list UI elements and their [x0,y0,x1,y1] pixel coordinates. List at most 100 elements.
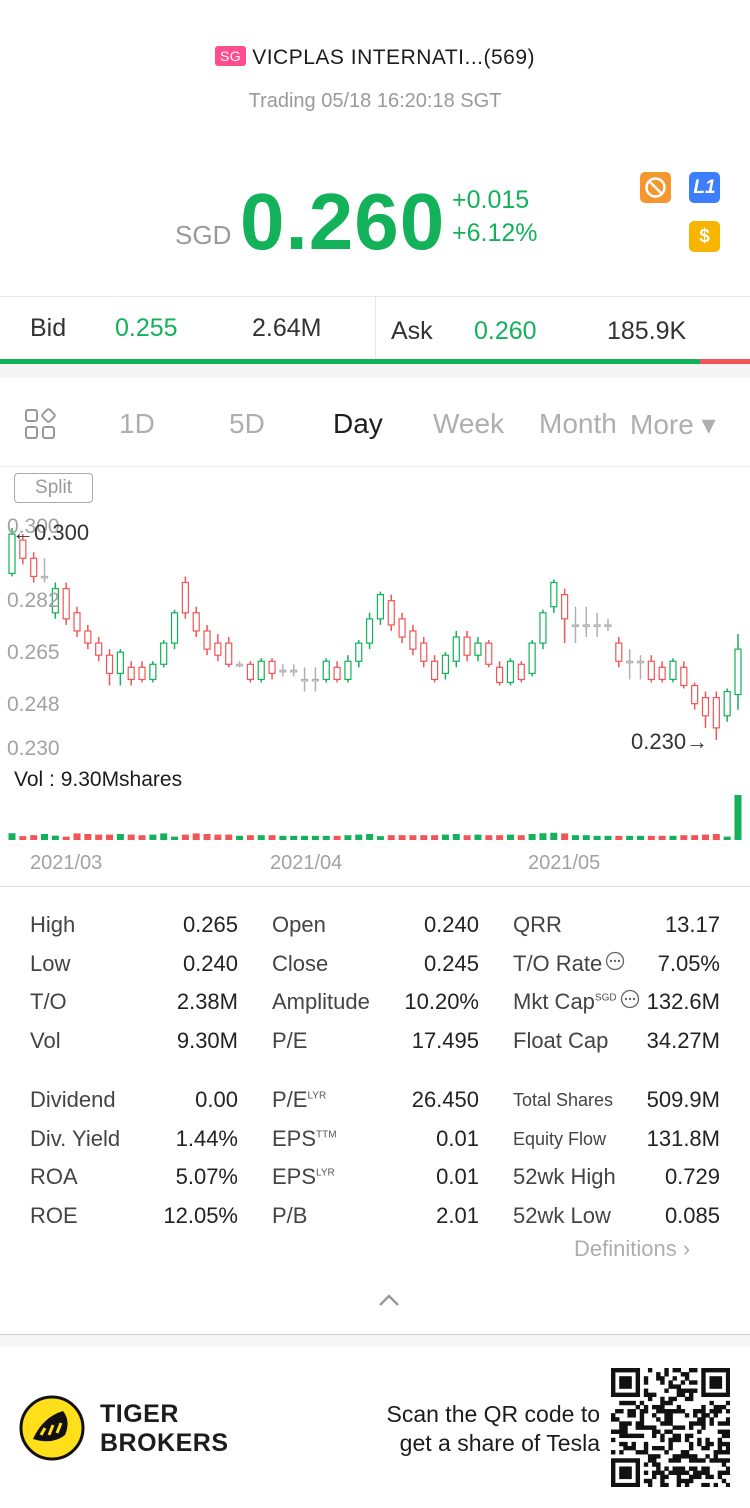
grid-icon[interactable] [24,408,56,445]
volume-bar [225,834,233,840]
qr-module [709,1417,714,1422]
qr-module [684,1482,690,1487]
qr-module [672,1458,677,1463]
qr-module [688,1392,694,1398]
dollar-icon[interactable]: $ [689,221,720,252]
qr-module [611,1466,616,1471]
candle-body [84,630,92,644]
qr-module [676,1458,682,1463]
volume-bar [539,833,547,840]
qr-module [656,1372,661,1377]
volume-bar [734,795,742,840]
qr-module [660,1376,665,1381]
candle-body [636,660,645,664]
stat-label-text: Float Cap [513,1028,609,1054]
qr-module [721,1441,727,1447]
volume-bar [723,836,731,840]
qr-module [676,1409,682,1414]
split-button[interactable]: Split [14,473,93,503]
qr-module [623,1368,628,1373]
qr-module [643,1388,649,1393]
qr-module [611,1474,616,1480]
qr-module [713,1409,718,1414]
qr-module [701,1404,706,1410]
candle-body [95,642,103,656]
volume-bar [171,836,179,840]
tab-day[interactable]: Day [333,408,383,439]
stat-label: EPSTTM [272,1126,337,1152]
qr-module [688,1433,694,1439]
candle-body [430,660,439,681]
ban-icon[interactable] [640,172,671,203]
stat-label: 52wk Low [513,1203,611,1229]
volume-bar [344,835,352,840]
stat-label: Total Shares [513,1090,613,1111]
qr-module [713,1458,718,1463]
qr-module [623,1466,628,1471]
qr-module [664,1450,669,1455]
stat-value: 17.495 [411,1028,479,1054]
qr-module [693,1368,698,1373]
stat-value: 2.38M [176,989,238,1015]
info-icon[interactable] [605,951,625,971]
candle-body [398,618,406,638]
qr-module [676,1470,682,1475]
qr-module [688,1380,694,1385]
qr-code-icon[interactable] [611,1368,730,1487]
candle-body [441,654,450,674]
change-value: +0.015 [452,186,530,214]
chevron-up-icon[interactable] [378,1293,400,1312]
qr-module [709,1441,714,1447]
candle-body [355,642,363,662]
qr-module [701,1388,706,1393]
qr-module [639,1413,645,1418]
qr-module [643,1409,649,1414]
volume-label: Vol : 9.30Mshares [14,768,183,791]
candlestick-chart[interactable] [0,510,750,850]
qr-module [619,1380,624,1385]
stock-title: SG VICPLAS INTERNATI...(569) [0,46,750,70]
qr-module [713,1380,718,1385]
candle-body [550,581,558,608]
qr-module [709,1474,714,1480]
definitions-link[interactable]: Definitions › [574,1236,690,1262]
qr-module [721,1429,727,1434]
candle-body [701,697,710,717]
change-percent: +6.12% [452,219,538,247]
qr-module [680,1372,686,1377]
qr-module [709,1409,714,1414]
qr-module [643,1404,649,1410]
qr-module [672,1384,677,1389]
volume-bar [463,835,471,840]
tab-month[interactable]: Month [539,408,617,439]
volume-bar [593,835,601,840]
candle-body [257,660,265,681]
level1-icon[interactable]: L1 [689,172,720,203]
tab-week[interactable]: Week [433,408,505,439]
tab-1d[interactable]: 1D [119,408,155,439]
qr-module [701,1458,706,1463]
volume-bar [571,835,579,840]
qr-module [693,1388,698,1393]
qr-module [652,1425,657,1430]
qr-module [627,1470,632,1475]
qr-module [643,1462,649,1467]
volume-bar [214,834,222,840]
qr-module [672,1454,677,1459]
qr-module [688,1474,694,1480]
candle-body [290,669,298,673]
stat-label-superscript: LYR [316,1168,335,1180]
info-icon[interactable] [620,989,640,1009]
tab-more[interactable]: More ▾ [630,408,716,441]
qr-module [717,1437,723,1443]
candle-body [626,660,634,664]
qr-module [721,1421,727,1426]
stat-label-text: QRR [513,912,562,937]
candle-body [680,666,688,687]
volume-bar [647,835,655,840]
qr-module [643,1445,649,1451]
stat-value: 0.240 [423,912,479,937]
min-marker: 0.230→ [631,729,709,754]
tab-5d[interactable]: 5D [229,408,265,439]
qr-module [643,1425,649,1430]
